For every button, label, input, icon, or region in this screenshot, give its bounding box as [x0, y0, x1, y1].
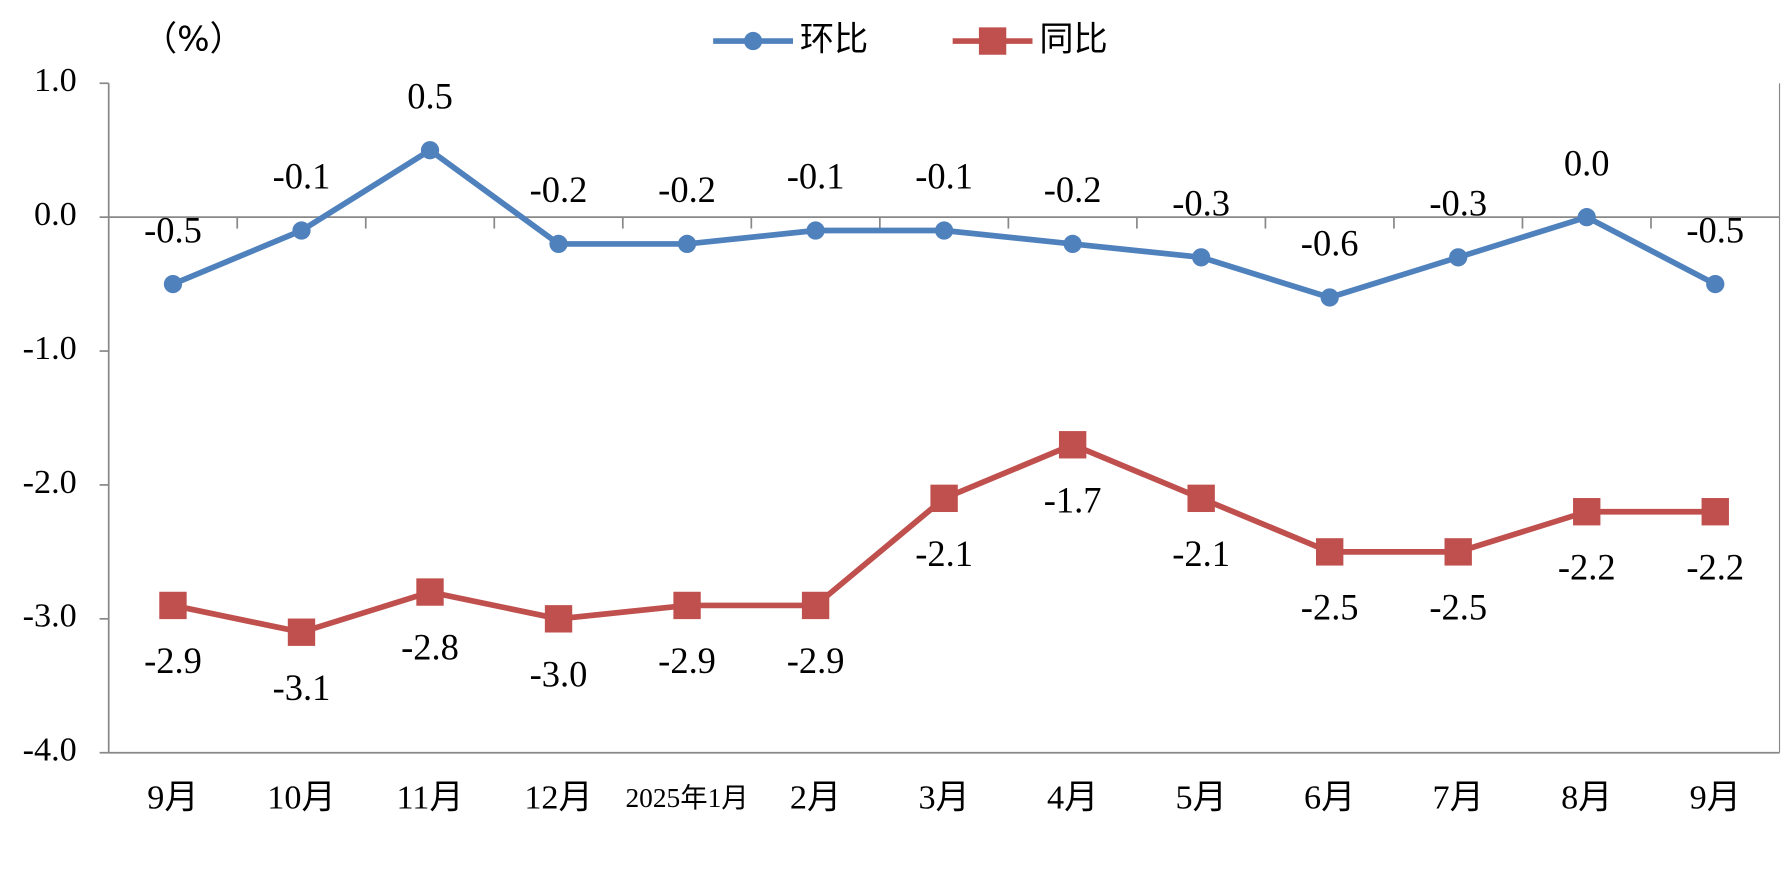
data-label: -3.1 [273, 667, 331, 708]
x-tick-label: 2025年1月 [626, 783, 749, 813]
y-tick-label: -1.0 [23, 330, 77, 367]
point [1701, 498, 1729, 526]
x-tick-label: 5月 [1176, 779, 1227, 816]
point [292, 221, 311, 240]
point [1577, 208, 1596, 227]
data-label: -2.1 [1172, 533, 1230, 574]
x-tick-label: 12月 [524, 779, 592, 816]
data-label: -2.5 [1429, 587, 1487, 628]
point [930, 484, 958, 513]
x-tick-label: 4月 [1047, 779, 1098, 816]
point [1192, 248, 1211, 267]
data-label: -0.1 [915, 156, 973, 197]
data-label: -0.2 [530, 169, 588, 210]
data-label: -0.3 [1429, 183, 1487, 224]
legend-marker [978, 27, 1007, 55]
point [549, 234, 568, 254]
x-tick-label: 2月 [790, 779, 841, 816]
data-label: -1.7 [1044, 479, 1102, 520]
data-label: -2.1 [915, 533, 973, 574]
data-label: -2.9 [787, 640, 845, 681]
data-label: -0.1 [273, 156, 331, 197]
data-label: -2.9 [144, 640, 202, 681]
point [1573, 498, 1601, 526]
data-label: -0.2 [1044, 169, 1102, 210]
point [1187, 484, 1215, 513]
data-label: -2.8 [401, 627, 459, 668]
point [420, 141, 440, 160]
data-label: -2.5 [1301, 587, 1359, 628]
point [287, 618, 316, 646]
point [1706, 274, 1725, 294]
data-label: -2.2 [1558, 546, 1616, 587]
legend-marker [743, 31, 763, 51]
y-tick-label: 0.0 [34, 196, 77, 233]
data-label: -0.6 [1301, 223, 1359, 264]
y-tick-label: 1.0 [34, 62, 77, 99]
data-label: -0.2 [658, 169, 716, 210]
point [801, 591, 830, 620]
x-tick-label: 7月 [1433, 779, 1484, 816]
y-tick-label: -2.0 [23, 464, 77, 501]
point [806, 221, 825, 240]
point [1444, 538, 1472, 566]
data-label: -3.0 [530, 654, 588, 695]
x-tick-label: 9月 [147, 779, 198, 816]
x-tick-label: 10月 [267, 779, 335, 816]
data-label: -0.3 [1172, 183, 1230, 224]
point [1315, 538, 1344, 566]
data-label: -2.9 [658, 640, 716, 681]
point [416, 578, 444, 606]
x-tick-label: 6月 [1304, 779, 1355, 816]
y-tick-label: -3.0 [23, 598, 77, 635]
x-tick-label: 8月 [1561, 779, 1612, 816]
point [159, 591, 187, 620]
legend-label: 同比 [1039, 20, 1107, 60]
point [1058, 431, 1087, 459]
data-label: -0.5 [144, 209, 202, 250]
x-tick-label: 11月 [396, 779, 463, 816]
point [673, 591, 701, 620]
x-tick-label: 3月 [918, 779, 969, 816]
data-label: -0.1 [787, 156, 845, 197]
x-tick-label: 9月 [1690, 779, 1741, 816]
legend-label: 环比 [800, 20, 868, 60]
point [1449, 248, 1468, 267]
y-axis-label: （%） [143, 20, 244, 60]
data-label: -0.5 [1686, 209, 1744, 250]
point [1320, 288, 1339, 307]
data-label: -2.2 [1686, 546, 1744, 587]
data-label: 0.0 [1564, 142, 1610, 183]
data-label: 0.5 [407, 75, 453, 116]
point [1063, 234, 1082, 254]
point [934, 221, 954, 240]
y-tick-label: -4.0 [23, 732, 77, 769]
point [163, 274, 183, 294]
point [677, 234, 697, 254]
point [544, 605, 573, 633]
